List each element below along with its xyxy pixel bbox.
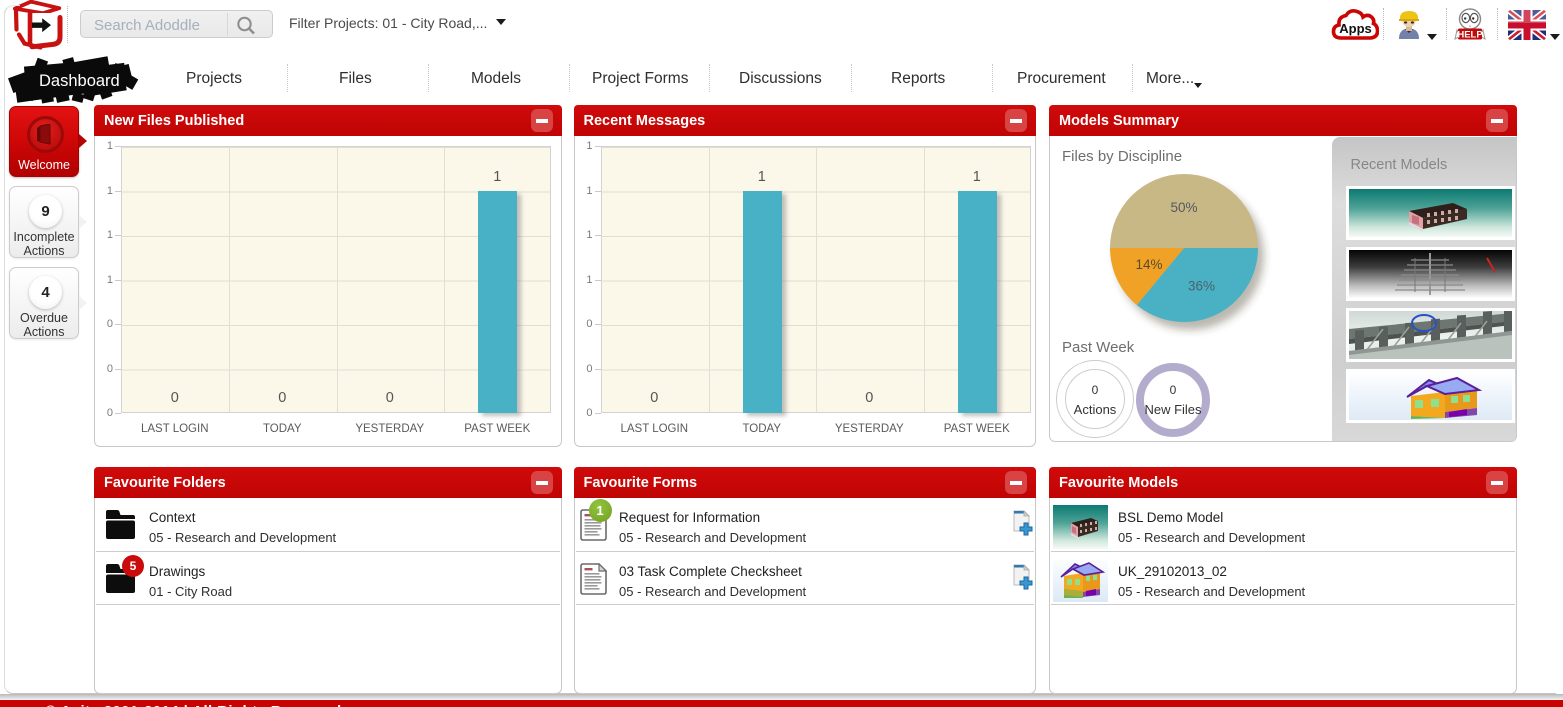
svg-text:Dashboard: Dashboard (39, 72, 120, 90)
svg-text:50%: 50% (1170, 200, 1197, 215)
svg-text:14%: 14% (1135, 257, 1162, 272)
svg-text:HELP: HELP (1457, 30, 1483, 41)
svg-text:36%: 36% (1188, 279, 1215, 294)
svg-text:Apps: Apps (1339, 21, 1372, 36)
